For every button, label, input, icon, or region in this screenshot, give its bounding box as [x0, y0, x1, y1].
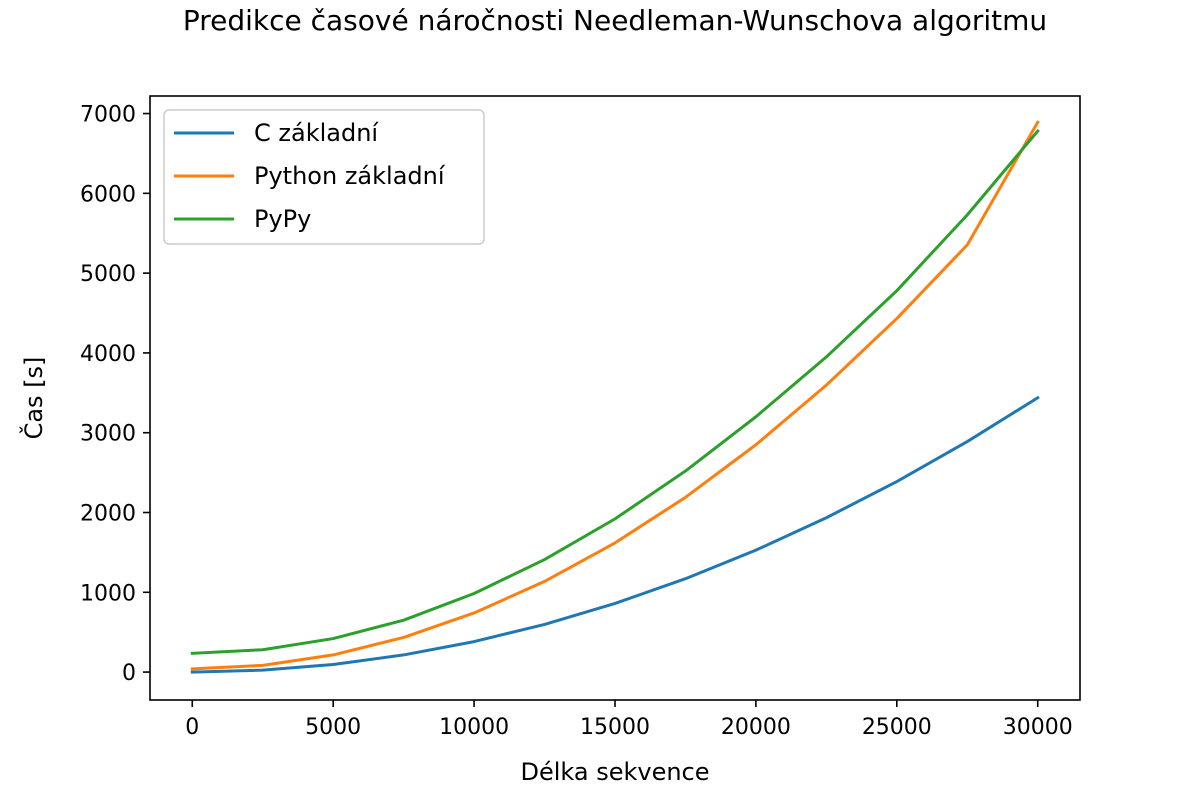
x-tick-label: 20000 [721, 715, 791, 740]
y-tick-label: 3000 [80, 422, 136, 447]
y-axis-label: Čas [s] [18, 357, 48, 440]
legend: C základní Python základní PyPy [163, 109, 485, 245]
y-tick-label: 0 [122, 661, 136, 686]
x-tick-label: 25000 [862, 715, 932, 740]
x-tick-label: 15000 [580, 715, 650, 740]
y-tick-label: 5000 [80, 262, 136, 287]
y-axis: 0 1000 2000 3000 4000 5000 6000 7000 [80, 103, 150, 686]
series-line-2 [190, 128, 1040, 655]
y-tick-label: 1000 [80, 581, 136, 606]
x-tick-label: 10000 [439, 715, 509, 740]
legend-box [163, 109, 485, 245]
x-axis-label: Délka sekvence [520, 758, 709, 786]
y-tick-label: 2000 [80, 501, 136, 526]
x-tick-label: 0 [185, 715, 199, 740]
y-tick-label: 6000 [80, 182, 136, 207]
y-tick-label: 7000 [80, 103, 136, 128]
series-line-0 [190, 395, 1040, 674]
legend-label-1: Python základní [254, 162, 446, 190]
x-tick-label: 5000 [305, 715, 361, 740]
legend-label-2: PyPy [254, 205, 311, 233]
legend-label-0: C základní [254, 119, 379, 147]
series-line-1 [190, 120, 1040, 671]
y-tick-label: 4000 [80, 342, 136, 367]
x-tick-label: 30000 [1003, 715, 1073, 740]
chart-title: Predikce časové náročnosti Needleman-Wun… [183, 4, 1047, 37]
x-axis: 0 5000 10000 15000 20000 25000 30000 [185, 700, 1073, 740]
